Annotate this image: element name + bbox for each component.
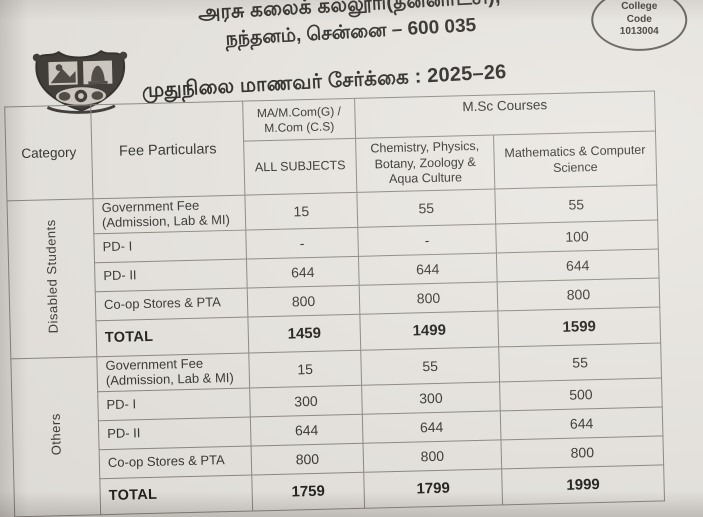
fee-value: 300	[249, 385, 363, 417]
fee-particular-label: PD- II	[94, 258, 248, 292]
fee-value: 55	[494, 185, 658, 224]
total-value: 1599	[497, 306, 661, 347]
fee-value: 55	[360, 346, 500, 386]
header-msc-maths-group: Mathematics & Computer Science	[493, 131, 657, 189]
fee-value: 800	[363, 439, 502, 473]
fee-table: Category Fee Particulars MA/M.Com(G) / M…	[4, 91, 665, 517]
fee-value: 800	[247, 285, 360, 317]
college-code-number: 1013004	[619, 26, 659, 38]
total-label: TOTAL	[95, 316, 249, 357]
fee-value: 500	[499, 377, 663, 411]
total-value: 1999	[501, 464, 665, 505]
document-header: அரசு கலைக் கல்லூரி(தன்னாட்சி), நந்தனம், …	[0, 0, 703, 114]
fee-value: -	[357, 223, 497, 257]
header-ma-mcom: MA/M.Com(G) / M.Com (C.S)	[242, 98, 356, 142]
college-name: அரசு கலைக் கல்லூரி(தன்னாட்சி), நந்தனம், …	[127, 0, 573, 58]
college-emblem-icon	[32, 49, 128, 114]
total-value: 1459	[247, 314, 361, 353]
total-value: 1799	[363, 468, 503, 509]
section-label-disabled-students: Disabled Students	[6, 198, 97, 359]
fee-value: 644	[362, 410, 501, 444]
section-label-text: Disabled Students	[42, 219, 61, 334]
total-value: 1499	[359, 310, 499, 351]
fee-particular-label: Co-op Stores & PTA	[99, 445, 252, 479]
section-label-others: Others	[10, 356, 101, 517]
fee-value: 300	[361, 381, 501, 415]
fee-value: 800	[497, 277, 660, 311]
total-label: TOTAL	[99, 474, 253, 515]
fee-value: 100	[495, 219, 659, 253]
header-category: Category	[4, 104, 93, 201]
fee-value: 644	[246, 256, 360, 288]
fee-value: 644	[250, 414, 364, 446]
fee-particular-label: PD- I	[93, 229, 247, 263]
header-fee-particulars: Fee Particulars	[90, 101, 245, 199]
header-msc-science-group: Chemistry, Physics, Botany, Zoology & Aq…	[355, 134, 495, 193]
fee-particular-label: PD- I	[97, 387, 251, 421]
fee-value: 15	[244, 192, 358, 230]
fee-value: 55	[356, 188, 496, 228]
fee-value: 800	[251, 443, 364, 475]
fee-particular-label: Government Fee (Admission, Lab & MI)	[92, 195, 246, 234]
college-code-line1: College	[621, 1, 658, 13]
college-code-line2: Code	[626, 13, 652, 25]
fee-particular-label: Co-op Stores & PTA	[95, 287, 248, 321]
header-all-subjects: ALL SUBJECTS	[243, 138, 357, 196]
fee-value: 644	[496, 248, 660, 282]
college-code-badge: College Code 1013004	[591, 0, 688, 51]
fee-value: 55	[498, 342, 662, 382]
section-label-text: Others	[47, 412, 64, 456]
fee-value: 800	[359, 281, 498, 315]
fee-value: 644	[358, 252, 498, 286]
fee-particular-label: PD- II	[98, 416, 252, 450]
fee-value: 644	[500, 406, 663, 440]
fee-value: 800	[500, 435, 664, 469]
fee-value: 15	[248, 350, 362, 388]
fee-value: -	[245, 227, 359, 259]
total-value: 1759	[251, 472, 365, 511]
fee-particular-label: Government Fee (Admission, Lab & MI)	[96, 352, 250, 392]
